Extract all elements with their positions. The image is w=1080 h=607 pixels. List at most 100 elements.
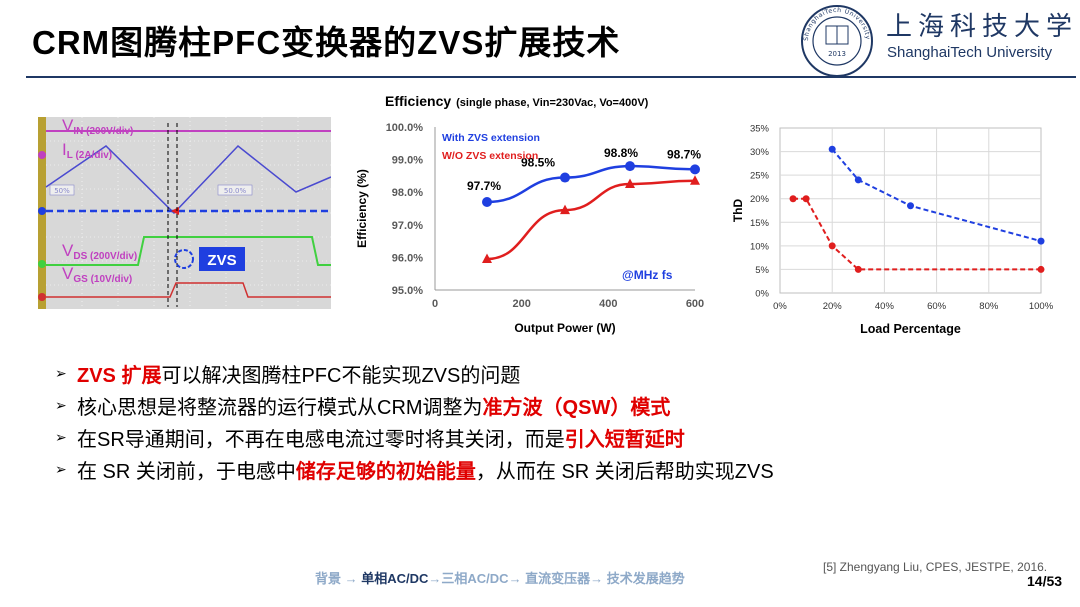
- y-tick-label: 15%: [750, 218, 770, 229]
- y-axis-label: Efficiency (%): [355, 169, 369, 248]
- y-tick-label: 96.0%: [392, 252, 423, 264]
- legend-entry: W/O ZVS extension: [442, 150, 538, 162]
- data-point: [802, 195, 810, 203]
- y-tick-label: 99.0%: [392, 155, 423, 167]
- x-tick-label: 400: [599, 298, 617, 310]
- svg-text:VDS (200V/div): VDS (200V/div): [62, 241, 137, 262]
- y-tick-label: 30%: [750, 147, 770, 158]
- bullet-text: ，从而在 SR 关闭后帮助实现ZVS: [475, 460, 774, 483]
- legend-entry: With ZVS extension: [442, 132, 540, 144]
- y-tick-label: 10%: [750, 241, 770, 252]
- chart-annotation: @MHz fs: [622, 268, 673, 282]
- bullet-arrow-icon: ➢: [55, 428, 67, 445]
- data-point: [560, 204, 570, 215]
- series-line-1: [793, 197, 1041, 271]
- data-point: [854, 265, 862, 273]
- x-axis-label: Output Power (W): [514, 321, 615, 335]
- y-tick-label: 97.0%: [392, 220, 423, 232]
- data-point: [1037, 237, 1045, 245]
- data-point: [828, 242, 836, 250]
- reference-citation: [5] Zhengyang Liu, CPES, JESTPE, 2016.: [823, 560, 1048, 574]
- university-seal-icon: ShanghaiTech University 2013: [801, 5, 873, 77]
- data-point: [482, 253, 492, 264]
- y-tick-label: 20%: [750, 194, 770, 205]
- y-tick-label: 100.0%: [386, 122, 424, 134]
- x-tick-label: 40%: [875, 301, 895, 312]
- y-tick-label: 95.0%: [392, 285, 423, 297]
- vgs-trace: [46, 282, 331, 298]
- x-tick-label: 20%: [823, 301, 843, 312]
- il-trace: [45, 144, 331, 215]
- breadcrumb-current: 单相AC/DC: [361, 571, 429, 586]
- svg-text:2013: 2013: [828, 50, 846, 58]
- y-tick-label: 5%: [755, 265, 769, 276]
- highlight-text: 储存足够的初始能量: [295, 460, 476, 483]
- data-label: 98.5%: [521, 156, 555, 170]
- x-tick-label: 60%: [927, 301, 947, 312]
- x-tick-label: 100%: [1029, 301, 1054, 312]
- university-name-en: ShanghaiTech University: [887, 44, 1053, 61]
- data-point: [828, 145, 836, 153]
- data-label: 98.7%: [667, 147, 701, 161]
- y-axis-label: ThD: [731, 199, 745, 223]
- bullet-text: 可以解决图腾柱PFC不能实现ZVS的问题: [161, 364, 521, 387]
- breadcrumb: 背景 → 单相AC/DC→三相AC/DC→ 直流变压器→ 技术发展趋势: [315, 568, 685, 587]
- y-tick-label: 25%: [750, 171, 770, 182]
- y-tick-label: 98.0%: [392, 187, 423, 199]
- data-point: [1037, 265, 1045, 273]
- title-divider: [26, 76, 1076, 78]
- series-line-1: [486, 179, 696, 261]
- efficiency-chart: Efficiency (single phase, Vin=230Vac, Vo=…: [355, 93, 704, 335]
- svg-text:ZVS: ZVS: [207, 252, 236, 269]
- data-point: [690, 175, 700, 185]
- university-name-cn: 上海科技大学: [886, 12, 1079, 42]
- data-point: [482, 196, 492, 207]
- plot-frame: [779, 127, 1042, 294]
- data-point: [560, 172, 570, 183]
- x-axis-label: Load Percentage: [860, 322, 961, 336]
- chart-title-main: Efficiency: [385, 93, 451, 109]
- breadcrumb-item: →三相AC/DC→ 直流变压器→ 技术发展趋势: [428, 571, 685, 586]
- bullet-text: 在 SR 关闭前，于电感中: [77, 460, 296, 483]
- bullet-arrow-icon: ➢: [55, 460, 67, 477]
- bullet-item: ➢ 核心思想是将整流器的运行模式从CRM调整为 准方波（QSW）模式: [55, 390, 670, 420]
- data-label: 98.8%: [604, 146, 638, 160]
- x-tick-label: 0: [432, 298, 438, 310]
- svg-text:50%: 50%: [54, 187, 70, 195]
- zvs-highlight-circle: [174, 249, 194, 269]
- slide-title: CRM图腾柱PFC变换器的ZVS扩展技术: [32, 24, 621, 61]
- oscilloscope-waveform: 50% 50.0% ZVS VIN (200V/div) IL (2A/div)…: [38, 117, 331, 309]
- svg-text:IL (2A/div): IL (2A/div): [62, 140, 112, 161]
- series-line-0: [831, 148, 1042, 243]
- data-point: [625, 161, 635, 172]
- bullet-text: 核心思想是将整流器的运行模式从CRM调整为: [77, 396, 483, 419]
- scope-grid: [46, 117, 331, 309]
- x-tick-label: 200: [512, 298, 530, 310]
- zvs-label-box: [199, 247, 245, 271]
- data-label: 97.7%: [467, 179, 501, 193]
- x-tick-label: 0%: [773, 301, 787, 312]
- x-tick-label: 80%: [979, 301, 999, 312]
- data-point: [625, 178, 635, 189]
- chart-title: Efficiency (single phase, Vin=230Vac, Vo=…: [385, 93, 649, 109]
- chart-subtitle: (single phase, Vin=230Vac, Vo=400V): [456, 97, 649, 109]
- data-point: [789, 195, 797, 203]
- series-line-0: [486, 164, 696, 204]
- data-point: [690, 164, 700, 175]
- highlight-text: ZVS 扩展: [77, 364, 162, 387]
- svg-text:VIN (200V/div): VIN (200V/div): [62, 117, 133, 137]
- y-tick-label: 0%: [755, 289, 769, 300]
- page-number: 14/53: [1027, 573, 1063, 589]
- x-tick-label: 600: [686, 298, 704, 310]
- svg-text:50.0%: 50.0%: [224, 187, 247, 195]
- bullet-item: ➢ 在 SR 关闭前，于电感中 储存足够的初始能量 ，从而在 SR 关闭后帮助实现ZV…: [55, 454, 774, 484]
- bullet-item: ➢ 在SR导通期间，不再在电感电流过零时将其关闭，而是 引入短暂延时: [55, 422, 685, 452]
- data-point: [854, 176, 862, 184]
- bullet-item: ➢ ZVS 扩展 可以解决图腾柱PFC不能实现ZVS的问题: [55, 358, 520, 388]
- highlight-text: 引入短暂延时: [564, 428, 685, 451]
- data-point: [907, 202, 914, 210]
- bullet-arrow-icon: ➢: [55, 364, 67, 381]
- vds-trace: [46, 236, 331, 266]
- thd-chart: 0% 20% 40% 60% 80% 100% 0% 5% 10% 15% 20% 25% 30% 35%…: [731, 124, 1054, 337]
- breadcrumb-item: 背景 →: [315, 571, 362, 586]
